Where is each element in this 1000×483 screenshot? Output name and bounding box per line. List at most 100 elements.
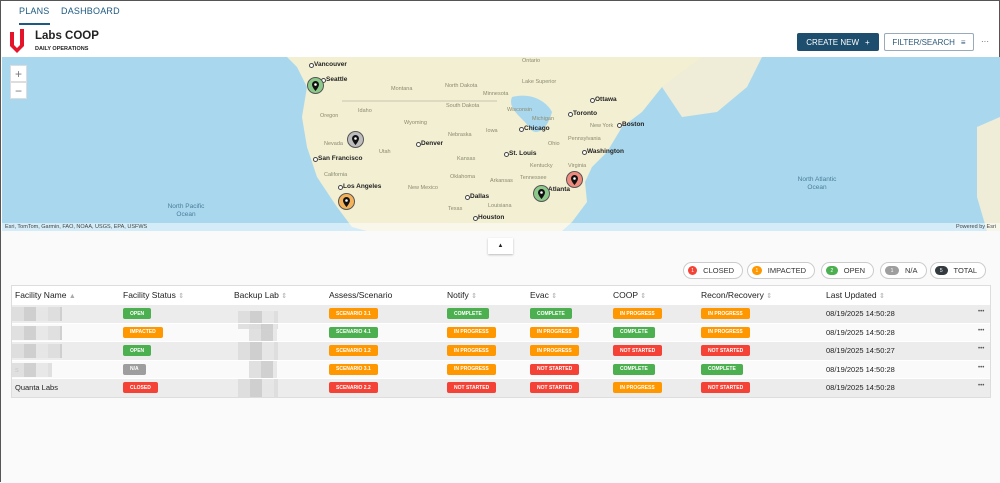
recon-status-badge: NOT STARTED — [701, 382, 751, 393]
column-header[interactable]: Facility Status ⇕ — [123, 290, 184, 300]
assess-status-badge: SCENARIO 4.1 — [329, 326, 378, 338]
column-label: Notify — [447, 290, 469, 300]
chip-label: N/A — [905, 266, 918, 275]
sort-icon: ⇕ — [281, 293, 288, 300]
region-label: Kansas — [457, 156, 476, 162]
facility-table: Facility Name ▲ Facility Status ⇕ Backup L… — [11, 285, 991, 398]
count-badge: 5 — [935, 266, 948, 275]
region-label: Nevada — [324, 141, 343, 147]
evac-status-badge: IN PROGRESS — [530, 326, 579, 338]
region-label: Utah — [379, 149, 391, 155]
row-menu-icon[interactable]: ••• — [978, 364, 985, 371]
chip-label: IMPACTED — [767, 266, 806, 275]
column-header[interactable]: Recon/Recovery ⇕ — [701, 290, 772, 300]
summary-chip-total[interactable]: 5 TOTAL — [930, 262, 986, 279]
last-updated: 08/19/2025 14:50:28 — [826, 327, 895, 337]
region-label: South Dakota — [446, 103, 480, 109]
status-status-badge: OPEN — [123, 345, 152, 356]
city-label: Boston — [616, 121, 645, 128]
column-header[interactable]: Evac ⇕ — [530, 290, 557, 300]
redacted-backup-lab — [238, 379, 278, 397]
column-header[interactable]: Assess/Scenario — [329, 290, 392, 300]
summary-chip-closed[interactable]: 1 CLOSED — [683, 262, 743, 279]
map-pin-impacted[interactable] — [338, 193, 355, 210]
create-new-button[interactable]: CREATE NEW + — [797, 33, 879, 51]
more-options-icon[interactable]: ··· — [981, 37, 989, 46]
column-label: Backup Lab — [234, 290, 279, 300]
chip-label: OPEN — [843, 266, 865, 275]
table-row[interactable]: OPEN SCENARIO 1.2 IN PROGRESS IN PROGRESS NO… — [12, 341, 990, 360]
column-header[interactable]: Notify ⇕ — [447, 290, 477, 300]
map-pin-open[interactable] — [307, 77, 324, 94]
column-label: Evac — [530, 290, 549, 300]
recon-status-badge: COMPLETE — [701, 363, 743, 375]
facility-name[interactable]: Quanta Labs — [15, 383, 58, 392]
column-label: COOP — [613, 290, 638, 300]
region-label: California — [324, 172, 348, 178]
notify-status-badge: IN PROGRESS — [447, 326, 496, 338]
notify-status-badge: NOT STARTED — [447, 382, 497, 393]
redacted-facility — [12, 362, 52, 377]
region-label: North Dakota — [445, 83, 478, 89]
column-header[interactable]: Backup Lab ⇕ — [234, 290, 287, 300]
recon-status-badge: IN PROGRESS — [701, 308, 750, 319]
map-pin-na[interactable] — [347, 131, 364, 148]
row-menu-icon[interactable]: ••• — [978, 346, 985, 352]
sort-icon: ⇕ — [878, 293, 885, 300]
powered-by-esri: Powered by Esri — [955, 224, 996, 230]
column-label: Recon/Recovery — [701, 290, 764, 300]
summary-chip-na[interactable]: 1 N/A — [880, 262, 927, 279]
city-label: Atlanta — [542, 186, 571, 193]
plus-icon: + — [865, 37, 870, 47]
assess-status-badge: SCENARIO 1.2 — [329, 345, 378, 356]
city-label: Houston — [472, 214, 505, 221]
filter-search-button[interactable]: FILTER/SEARCH ≡ — [884, 33, 974, 51]
recon-status-badge: NOT STARTED — [701, 345, 751, 356]
region-label: Virginia — [568, 163, 587, 169]
tab-plans[interactable]: PLANS — [19, 6, 50, 25]
map-pin-closed[interactable] — [566, 171, 583, 188]
column-header[interactable]: COOP ⇕ — [613, 290, 646, 300]
region-label: New York — [590, 123, 614, 129]
notify-status-badge: IN PROGRESS — [447, 345, 496, 356]
collapse-map-button[interactable]: ▲ — [488, 238, 513, 254]
sort-icon: ⇕ — [640, 293, 647, 300]
chip-label: CLOSED — [703, 266, 734, 275]
tab-dashboard[interactable]: DASHBOARD — [61, 6, 120, 16]
coop-status-badge: NOT STARTED — [613, 345, 663, 356]
region-label: Wisconsin — [507, 107, 533, 113]
map-marker-icon — [343, 196, 350, 207]
map[interactable]: + − North Dakota Montana South Dakota Mi… — [2, 57, 1000, 231]
column-header[interactable]: Facility Name ▲ — [15, 290, 76, 300]
map-marker-icon — [571, 174, 578, 185]
region-label: Wyoming — [404, 120, 427, 126]
column-header[interactable]: Last Updated ⇕ — [826, 290, 885, 300]
row-menu-icon[interactable]: ••• — [978, 383, 985, 389]
region-label: Arkansas — [490, 178, 513, 184]
row-menu-icon[interactable]: ••• — [978, 309, 985, 315]
row-menu-icon[interactable]: ••• — [978, 327, 985, 334]
region-label: Ontario — [522, 58, 541, 64]
summary-chip-impacted[interactable]: 1 IMPACTED — [747, 262, 815, 279]
ocean-label: North Atlantic Ocean — [797, 176, 837, 191]
column-label: Last Updated — [826, 290, 877, 300]
status-status-badge: IMPACTED — [123, 326, 163, 338]
region-label: Iowa — [486, 128, 498, 134]
zoom-in-button[interactable]: + — [10, 65, 27, 82]
coop-status-badge: COMPLETE — [613, 326, 655, 338]
assess-status-badge: SCENARIO 3.1 — [329, 363, 378, 375]
redacted-facility — [12, 325, 62, 340]
notify-status-badge: COMPLETE — [447, 308, 489, 319]
table-row[interactable]: IMPACTED SCENARIO 4.1 IN PROGRESS IN PROGRE… — [12, 322, 990, 342]
table-row[interactable]: Quanta Labs CLOSED SCENARIO 2.2 NOT STARTED… — [12, 378, 990, 397]
coop-status-badge: IN PROGRESS — [613, 308, 662, 319]
city-label: Ottawa — [590, 96, 617, 103]
zoom-out-button[interactable]: − — [10, 82, 27, 99]
summary-chip-open[interactable]: 2 OPEN — [821, 262, 874, 279]
table-row[interactable]: OPEN SCENARIO 3.1 COMPLETE COMPLETE IN PROGR… — [12, 304, 990, 329]
region-label: Michigan — [532, 116, 555, 122]
last-updated: 08/19/2025 14:50:27 — [826, 346, 895, 355]
city-label: Denver — [415, 140, 444, 147]
map-pin-open[interactable] — [533, 185, 550, 202]
